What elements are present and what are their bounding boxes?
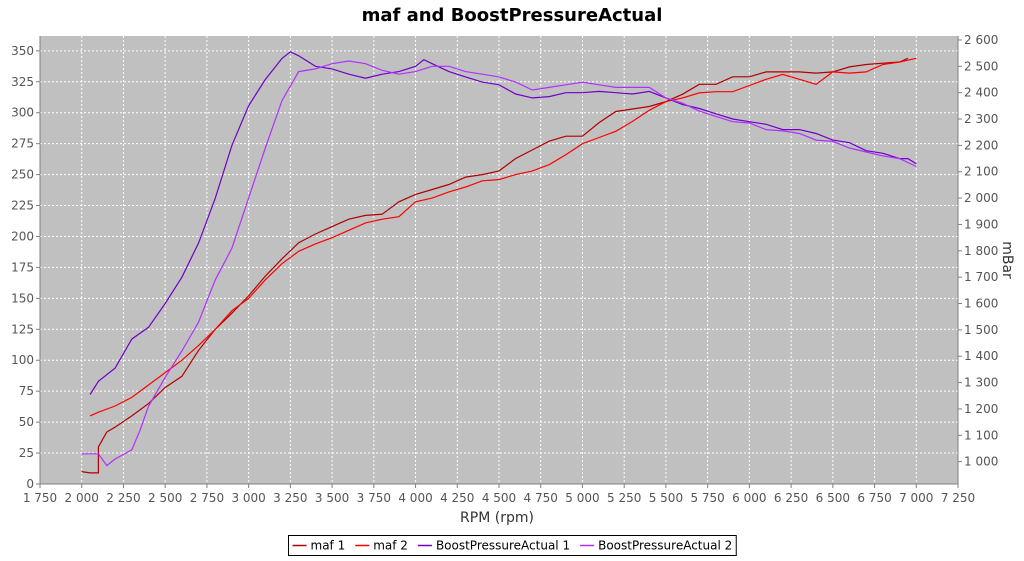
y-right-tick-label: 1 800 xyxy=(964,244,998,258)
legend-box xyxy=(288,535,737,556)
y-left-tick-label: 325 xyxy=(11,75,34,89)
legend-label-maf-2: maf 2 xyxy=(373,539,408,553)
x-tick-label: 6 750 xyxy=(857,491,891,505)
x-tick-label: 6 250 xyxy=(774,491,808,505)
y-right-tick-label: 2 200 xyxy=(964,138,998,152)
x-tick-label: 5 500 xyxy=(649,491,683,505)
y-right-tick-label: 2 000 xyxy=(964,191,998,205)
series-layer xyxy=(81,51,917,474)
x-tick-label: 2 750 xyxy=(190,491,224,505)
y-right-tick-label: 1 200 xyxy=(964,402,998,416)
y-left-tick-label: 100 xyxy=(11,353,34,367)
grid-lines xyxy=(40,36,958,484)
series-line-boostpressureactual-1 xyxy=(89,51,917,395)
x-tick-label: 3 500 xyxy=(315,491,349,505)
x-tick-label: 4 500 xyxy=(482,491,516,505)
x-tick-label: 6 500 xyxy=(816,491,850,505)
y-right-tick-label: 2 300 xyxy=(964,112,998,126)
y-left-tick-label: 25 xyxy=(19,446,34,460)
y-right-tick-label: 1 700 xyxy=(964,270,998,284)
y-right-tick-label: 1 900 xyxy=(964,217,998,231)
x-tick-label: 5 750 xyxy=(690,491,724,505)
y-right-tick-label: 1 600 xyxy=(964,297,998,311)
x-tick-label: 5 250 xyxy=(607,491,641,505)
y-right-tick-label: 1 000 xyxy=(964,455,998,469)
legend-label-boostpressureactual-1: BoostPressureActual 1 xyxy=(436,539,570,553)
x-tick-label: 2 500 xyxy=(148,491,182,505)
y-left-tick-label: 250 xyxy=(11,168,34,182)
y-left-tick-label: 350 xyxy=(11,44,34,58)
y-left-tick-label: 125 xyxy=(11,322,34,336)
axes: 1 750 2 000 2 250 2 500 2 750 3 000 3 250 3 500… xyxy=(11,33,998,505)
x-tick-label: 4 000 xyxy=(398,491,432,505)
chart-title: maf and BoostPressureActual xyxy=(362,5,663,26)
x-tick-label: 4 750 xyxy=(524,491,558,505)
x-axis-title: RPM (rpm) xyxy=(460,510,534,526)
y-left-tick-label: 150 xyxy=(11,291,34,305)
x-tick-label: 3 250 xyxy=(273,491,307,505)
y-right-tick-label: 1 500 xyxy=(964,323,998,337)
y-right-tick-label: 2 400 xyxy=(964,86,998,100)
y-right-tick-label: 1 300 xyxy=(964,376,998,390)
y-left-tick-label: 300 xyxy=(11,106,34,120)
y-left-tick-label: 200 xyxy=(11,229,34,243)
x-tick-label: 3 750 xyxy=(357,491,391,505)
series-line-boostpressureactual-2 xyxy=(81,60,917,467)
y-right-tick-label: 2 100 xyxy=(964,165,998,179)
y-right-axis-title: mBar xyxy=(999,241,1015,279)
series-line-maf-2 xyxy=(89,57,917,417)
y-right-tick-label: 2 500 xyxy=(964,59,998,73)
x-tick-label: 3 000 xyxy=(231,491,265,505)
y-left-tick-label: 275 xyxy=(11,137,34,151)
x-tick-label: 6 000 xyxy=(732,491,766,505)
series-line-maf-1 xyxy=(81,57,909,474)
legend-label-boostpressureactual-2: BoostPressureActual 2 xyxy=(598,539,732,553)
legend-label-maf-1: maf 1 xyxy=(311,539,346,553)
x-tick-label: 7 000 xyxy=(899,491,933,505)
legend: maf 1 maf 2 BoostPressureActual 1 BoostPres… xyxy=(288,535,737,556)
x-tick-label: 7 250 xyxy=(941,491,975,505)
x-tick-label: 2 250 xyxy=(106,491,140,505)
x-tick-label: 5 000 xyxy=(565,491,599,505)
y-right-tick-label: 1 100 xyxy=(964,428,998,442)
y-right-tick-label: 1 400 xyxy=(964,349,998,363)
x-tick-label: 1 750 xyxy=(23,491,57,505)
y-right-tick-label: 2 600 xyxy=(964,33,998,47)
x-tick-label: 2 000 xyxy=(65,491,99,505)
y-left-tick-label: 225 xyxy=(11,199,34,213)
x-tick-label: 4 250 xyxy=(440,491,474,505)
y-left-tick-label: 75 xyxy=(19,384,34,398)
y-left-tick-label: 0 xyxy=(26,477,34,491)
y-left-tick-label: 175 xyxy=(11,260,34,274)
y-left-tick-label: 50 xyxy=(19,415,34,429)
